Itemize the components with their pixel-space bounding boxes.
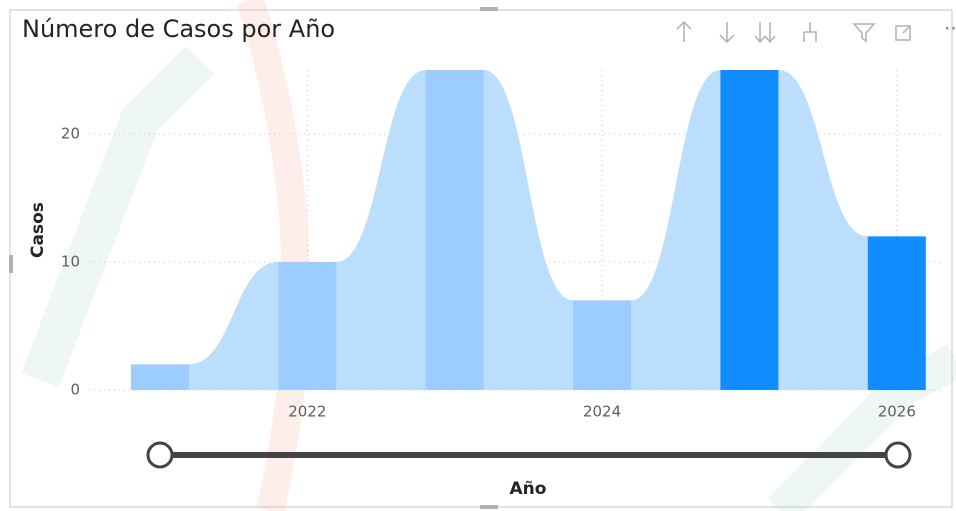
chart-title: Número de Casos por Año [22, 15, 335, 43]
x-tick-label: 2022 [288, 403, 326, 421]
bar [130, 364, 189, 390]
resize-handle[interactable] [480, 505, 498, 509]
y-tick-label: 10 [61, 253, 80, 271]
slider-handle[interactable] [884, 441, 912, 469]
y-axis-title: Casos [28, 202, 48, 258]
watermark [21, 45, 215, 388]
x-axis-title: Año [510, 479, 547, 499]
bar [425, 70, 484, 390]
slider-handle[interactable] [146, 441, 174, 469]
ribbon [130, 70, 926, 390]
x-tick-label: 2024 [583, 403, 621, 421]
more-options[interactable]: ··· [944, 17, 956, 41]
bar [573, 300, 632, 390]
bar [278, 262, 337, 390]
resize-handle[interactable] [480, 7, 498, 11]
watermark [236, 0, 310, 511]
y-tick-label: 20 [61, 125, 80, 143]
resize-handle[interactable] [9, 255, 13, 273]
bar [867, 236, 926, 390]
x-tick-label: 2026 [878, 403, 916, 421]
y-tick-label: 0 [70, 381, 80, 399]
bar [720, 70, 779, 390]
header-icons[interactable] [676, 20, 911, 44]
